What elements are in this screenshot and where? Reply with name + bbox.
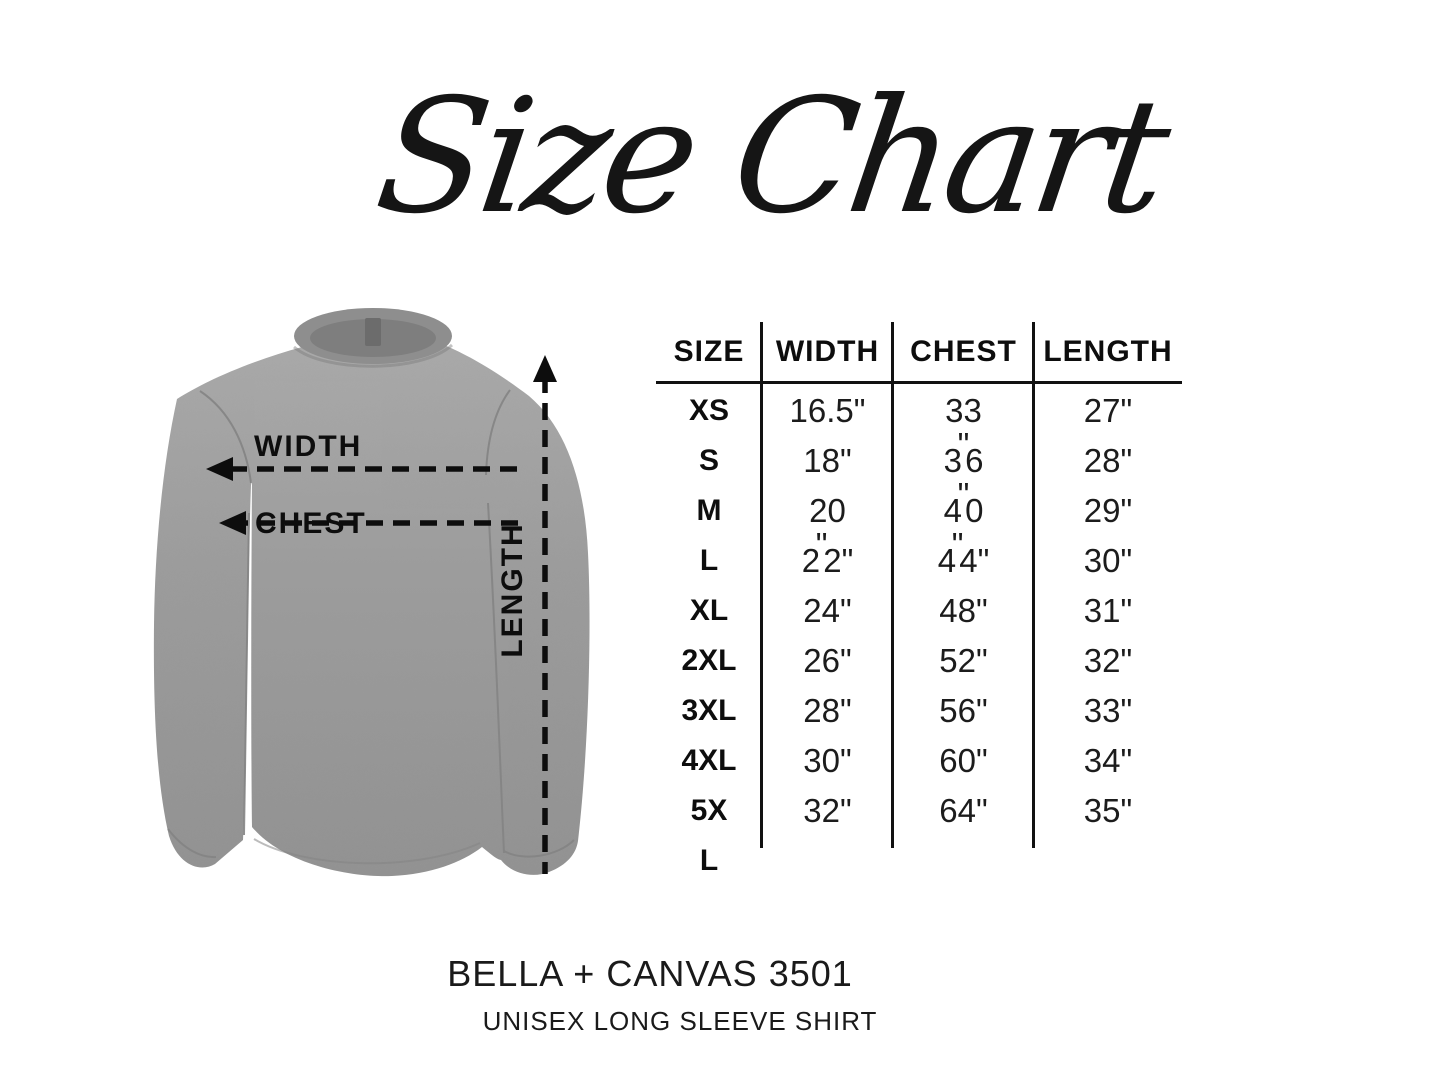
- measurement-value: 33": [1083, 692, 1133, 729]
- size-label: L: [699, 544, 719, 577]
- product-name: BELLA + CANVAS 3501: [447, 953, 853, 994]
- neck-label-tape: [365, 318, 381, 346]
- column-header: SIZE: [673, 335, 745, 368]
- page-title: Size Chart: [366, 65, 1175, 249]
- measurement-value: 4"0: [943, 476, 984, 529]
- measurement-value: 4"4": [937, 526, 990, 579]
- size-label: 4XL: [681, 744, 737, 777]
- measurement-value: 32": [1083, 642, 1133, 679]
- column-header: CHEST: [910, 335, 1017, 368]
- measurement-value: 30": [1083, 542, 1133, 579]
- column-header: LENGTH: [1043, 335, 1173, 368]
- measurement-value: 32": [803, 792, 852, 829]
- measurement-value: 33: [945, 392, 982, 429]
- measurement-value: 48": [939, 592, 988, 629]
- width-measure-label: WIDTH: [254, 430, 363, 463]
- measurement-value: 29": [1083, 492, 1133, 529]
- measurement-value: 20: [809, 492, 846, 529]
- size-label: 2XL: [681, 644, 737, 677]
- size-label: S: [698, 444, 719, 477]
- heather-texture: [153, 322, 590, 877]
- size-label: 3XL: [681, 694, 737, 727]
- measurement-value: 18": [803, 442, 852, 479]
- raised-inch-mark: ": [951, 526, 964, 564]
- measurement-value: 28": [803, 692, 852, 729]
- measurement-value: 34": [1083, 742, 1133, 779]
- shirt-image: [153, 308, 590, 877]
- column-divider: [760, 322, 763, 848]
- measurement-value: 31": [1083, 592, 1133, 629]
- measurement-value: 56": [939, 692, 988, 729]
- size-label: XS: [688, 394, 730, 427]
- raised-inch-mark: ": [815, 526, 828, 564]
- product-type: UNISEX LONG SLEEVE SHIRT: [482, 1006, 878, 1036]
- measurement-value: 52": [939, 642, 988, 679]
- size-table: SIZE WIDTH CHEST LENGTH XS 16.5" 33 27" S 18" 3"6 2…: [656, 322, 1182, 886]
- measurement-value: 16.5": [789, 392, 866, 429]
- chest-measure-label: CHEST: [255, 507, 367, 540]
- shirt-collar: [293, 308, 454, 368]
- measurement-value: 28": [1083, 442, 1133, 479]
- measurement-value: 2"2": [801, 526, 854, 579]
- measurement-value: 27": [1083, 392, 1133, 429]
- raised-inch-mark: ": [957, 476, 970, 514]
- measurement-value: 64": [939, 792, 988, 829]
- measurement-value: 3"6: [943, 426, 984, 479]
- header-divider: [656, 381, 1182, 384]
- shirt-seams: [167, 389, 575, 865]
- size-label: XL: [689, 594, 729, 627]
- size-label: M: [696, 494, 722, 527]
- raised-inch-mark: ": [957, 426, 970, 464]
- measurement-value: 60": [939, 742, 988, 779]
- column-divider: [891, 322, 894, 848]
- length-measure-label: LENGTH: [496, 522, 529, 658]
- measurement-value: 24": [803, 592, 852, 629]
- measurement-value: 30": [803, 742, 852, 779]
- column-header: WIDTH: [775, 335, 880, 368]
- measurement-value: 35": [1083, 792, 1133, 829]
- column-divider: [1032, 322, 1035, 848]
- measurement-value: 26": [803, 642, 852, 679]
- size-label: 5X L: [690, 794, 728, 877]
